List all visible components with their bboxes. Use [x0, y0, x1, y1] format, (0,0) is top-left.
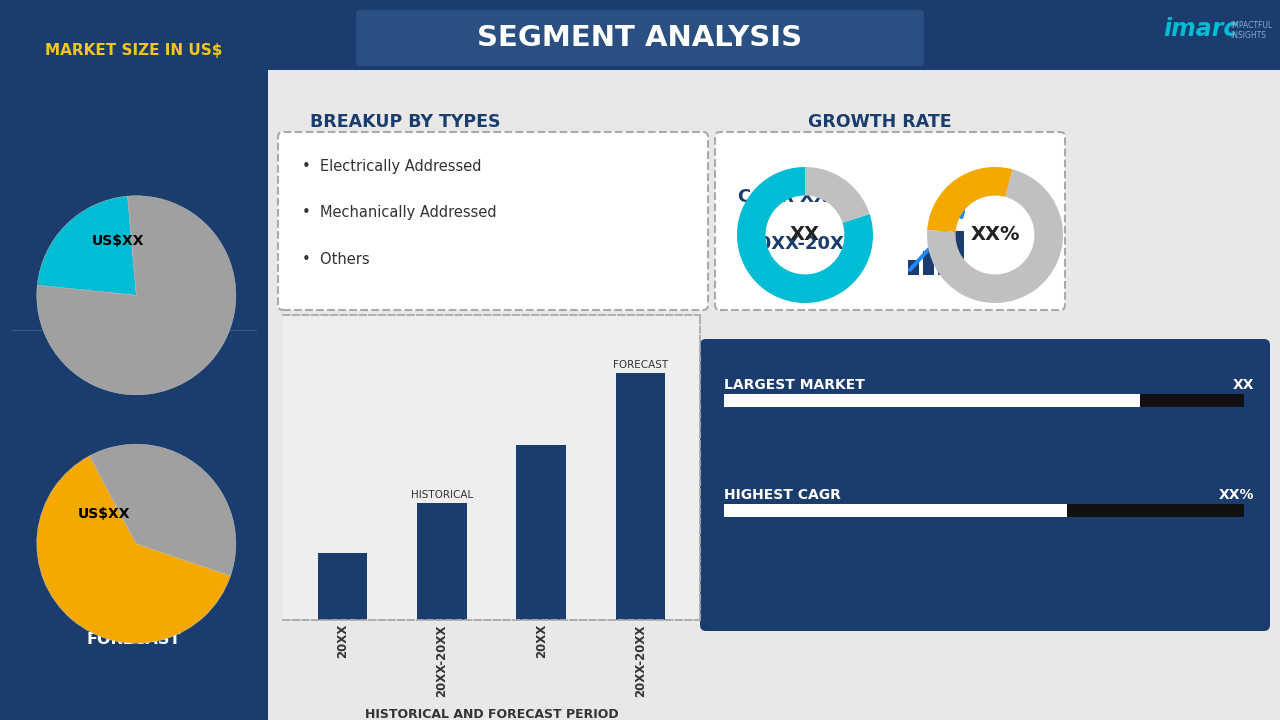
Wedge shape [927, 169, 1062, 303]
FancyBboxPatch shape [1140, 394, 1244, 407]
Text: GROWTH RATE: GROWTH RATE [808, 113, 952, 131]
Text: •  Mechanically Addressed: • Mechanically Addressed [302, 205, 497, 220]
Text: LARGEST MARKET: LARGEST MARKET [724, 378, 865, 392]
FancyBboxPatch shape [356, 10, 924, 66]
Wedge shape [90, 444, 236, 576]
Text: XX: XX [790, 225, 820, 245]
FancyBboxPatch shape [700, 339, 1270, 631]
Text: HISTORICAL: HISTORICAL [411, 490, 474, 500]
FancyBboxPatch shape [724, 504, 1068, 517]
Text: XX: XX [1233, 378, 1254, 392]
Text: US$XX: US$XX [78, 507, 131, 521]
Wedge shape [37, 196, 136, 295]
FancyBboxPatch shape [938, 242, 948, 275]
Text: INSIGHTS: INSIGHTS [1230, 32, 1266, 40]
FancyBboxPatch shape [716, 132, 1065, 310]
FancyBboxPatch shape [908, 260, 919, 275]
Ellipse shape [41, 292, 232, 343]
Text: •  Others: • Others [302, 251, 370, 266]
Text: HIGHEST CAGR: HIGHEST CAGR [724, 488, 841, 502]
Bar [317, 553, 367, 620]
FancyBboxPatch shape [1068, 504, 1244, 517]
Wedge shape [37, 196, 236, 395]
Text: XX%: XX% [1219, 488, 1254, 502]
Bar [417, 503, 467, 620]
Text: US$XX: US$XX [92, 233, 145, 248]
FancyBboxPatch shape [0, 0, 268, 720]
Text: FORECAST: FORECAST [87, 632, 182, 647]
FancyBboxPatch shape [278, 132, 708, 310]
Text: FORECAST: FORECAST [613, 360, 668, 370]
Text: IMPACTFUL: IMPACTFUL [1230, 22, 1272, 30]
Text: •  Electrically Addressed: • Electrically Addressed [302, 160, 481, 174]
X-axis label: HISTORICAL AND FORECAST PERIOD: HISTORICAL AND FORECAST PERIOD [365, 708, 618, 720]
Text: CAGR XX%: CAGR XX% [739, 188, 846, 206]
Text: SEGMENT ANALYSIS: SEGMENT ANALYSIS [477, 24, 803, 52]
Ellipse shape [41, 540, 232, 592]
FancyBboxPatch shape [0, 0, 1280, 70]
Wedge shape [737, 167, 873, 303]
FancyBboxPatch shape [954, 231, 964, 275]
FancyBboxPatch shape [923, 251, 934, 275]
FancyBboxPatch shape [268, 0, 1280, 720]
Wedge shape [37, 456, 230, 643]
Text: imarc: imarc [1164, 17, 1238, 41]
Bar [516, 445, 566, 620]
Wedge shape [805, 167, 869, 222]
Text: CURRENT: CURRENT [92, 353, 177, 367]
Text: XX%: XX% [970, 225, 1020, 245]
Text: BREAKUP BY TYPES: BREAKUP BY TYPES [310, 113, 500, 131]
Wedge shape [927, 167, 1012, 232]
Text: MARKET SIZE IN US$: MARKET SIZE IN US$ [45, 42, 223, 58]
Text: (20XX-20XX): (20XX-20XX) [739, 235, 867, 253]
Bar [616, 373, 666, 620]
FancyBboxPatch shape [724, 394, 1140, 407]
